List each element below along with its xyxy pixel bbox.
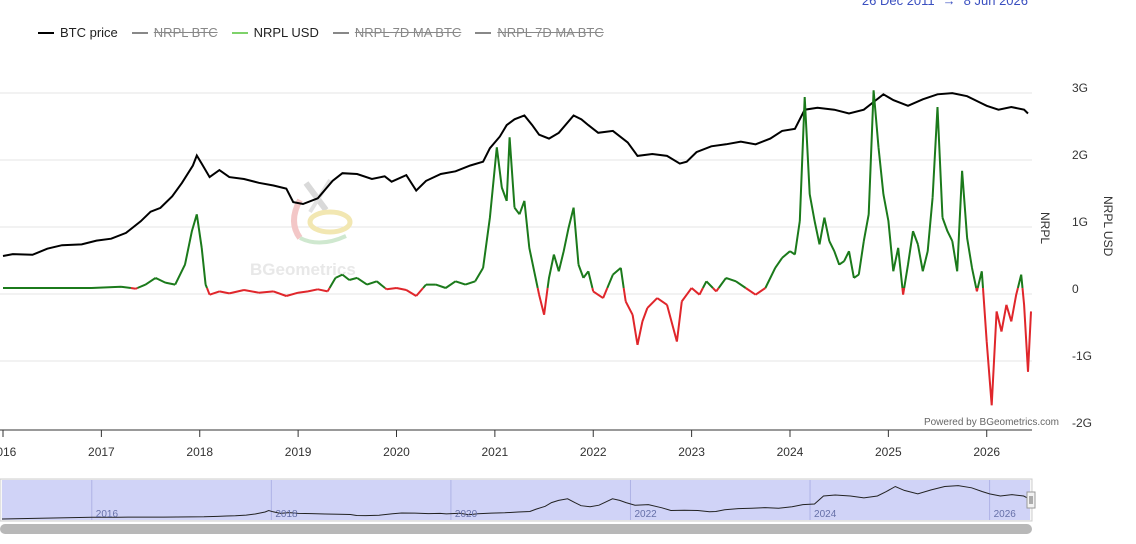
scrollbar[interactable] (0, 524, 1032, 534)
range-start[interactable]: 26 Dec 2011 (861, 0, 935, 8)
nrpl-usd-positive-line (3, 90, 1024, 289)
x-tick-label: 2023 (678, 445, 705, 459)
y-axis-title-outer: NRPL USD (1101, 196, 1115, 257)
legend-swatch (131, 31, 148, 34)
navigator-tick-label: 2016 (96, 509, 119, 520)
navigator[interactable]: 2016 2018 2020 2022 2024 2026 (0, 478, 1036, 534)
range-arrow: → (942, 0, 956, 8)
x-tick-label: 2017 (88, 445, 115, 459)
btc-price-line (2, 92, 1029, 257)
navigator-tick-label: 2020 (455, 509, 478, 520)
legend-label: NRPL USD (253, 25, 319, 40)
x-tick-label: 2021 (482, 445, 509, 459)
legend-item[interactable]: NRPL 7D MA BTC (475, 25, 604, 40)
legend-label: NRPL 7D MA BTC (497, 25, 604, 40)
watermark-text: BGeometrics (250, 260, 356, 279)
x-tick-label: 2022 (580, 445, 607, 459)
legend-item[interactable]: NRPL USD (231, 25, 319, 40)
x-tick-label: 2026 (973, 445, 1000, 459)
x-axis: 2016 2017 2018 2019 2020 2021 2022 2023 2024 2025… (0, 430, 1000, 459)
x-tick-label: 2024 (777, 445, 804, 459)
legend-label: BTC price (60, 25, 118, 40)
legend-swatch (475, 31, 492, 34)
legend-swatch (231, 31, 248, 34)
x-tick-label: 2018 (186, 445, 213, 459)
legend: BTC price NRPL BTC NRPL USD NRPL 7D MA BTC N… (38, 25, 604, 40)
date-range: 26 Dec 2011 → 8 Jun 2026 (862, 0, 1028, 8)
legend-label: NRPL BTC (153, 25, 218, 40)
y-tick-label: 0 (1072, 282, 1079, 296)
legend-item[interactable]: BTC price (38, 25, 118, 40)
navigator-tick-label: 2018 (275, 509, 298, 520)
x-tick-label: 2020 (383, 445, 410, 459)
x-tick-label: 2019 (285, 445, 312, 459)
legend-item[interactable]: NRPL BTC (131, 25, 218, 40)
y-tick-label: 2G (1072, 148, 1088, 162)
y-axis-title-inner: NRPL (1038, 212, 1052, 244)
navigator-tick-label: 2024 (814, 509, 837, 520)
gridlines (0, 92, 1032, 362)
nrpl-usd-negative-line (130, 287, 1032, 406)
y-tick-label: -2G (1072, 416, 1092, 430)
navigator-handle-right[interactable] (1026, 491, 1036, 509)
legend-item[interactable]: NRPL 7D MA BTC (332, 25, 462, 40)
y-tick-label: 1G (1072, 215, 1088, 229)
navigator-tick-label: 2026 (994, 509, 1017, 520)
watermark-logo: BGeometrics (250, 178, 356, 279)
navigator-selection[interactable] (2, 480, 1030, 520)
navigator-series (1, 485, 1028, 520)
y-tick-label: -1G (1072, 349, 1092, 363)
legend-swatch (38, 31, 54, 34)
legend-label: NRPL 7D MA BTC (354, 25, 462, 40)
y-tick-label: 3G (1072, 81, 1088, 95)
y-axis: 3G 2G 1G 0 -1G -2G (1072, 81, 1092, 430)
x-tick-label: 2016 (0, 445, 17, 459)
x-tick-label: 2025 (875, 445, 902, 459)
credit-text[interactable]: Powered by BGeometrics.com (924, 417, 1059, 428)
legend-swatch (332, 31, 349, 34)
range-end[interactable]: 8 Jun 2026 (963, 0, 1028, 8)
series-layer (2, 90, 1032, 406)
navigator-tick-label: 2022 (634, 509, 657, 520)
